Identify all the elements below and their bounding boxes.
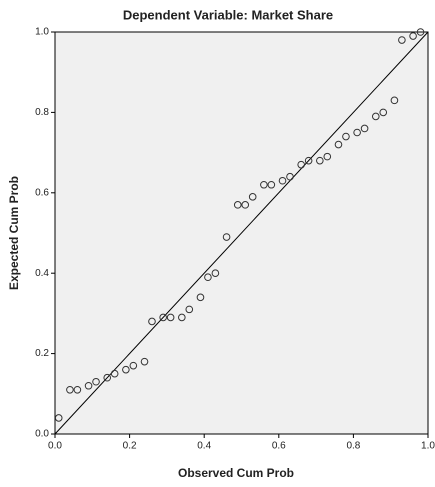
x-tick-label: 0.2 — [123, 441, 137, 452]
y-tick-label: 0.0 — [35, 429, 49, 440]
x-axis-label: Observed Cum Prob — [178, 466, 294, 480]
x-tick-label: 1.0 — [421, 441, 435, 452]
chart-title: Dependent Variable: Market Share — [123, 7, 333, 22]
y-tick-label: 0.6 — [35, 187, 49, 198]
y-tick-label: 0.8 — [35, 107, 49, 118]
y-tick-label: 0.4 — [35, 268, 49, 279]
x-tick-label: 0.4 — [197, 441, 211, 452]
x-tick-label: 0.0 — [48, 441, 62, 452]
x-tick-label: 0.8 — [346, 441, 360, 452]
y-tick-label: 1.0 — [35, 27, 49, 38]
x-tick-label: 0.6 — [272, 441, 286, 452]
chart: Dependent Variable: Market Share Observe… — [0, 0, 435, 487]
y-tick-label: 0.2 — [35, 348, 49, 359]
y-axis-label: Expected Cum Prob — [7, 176, 21, 290]
